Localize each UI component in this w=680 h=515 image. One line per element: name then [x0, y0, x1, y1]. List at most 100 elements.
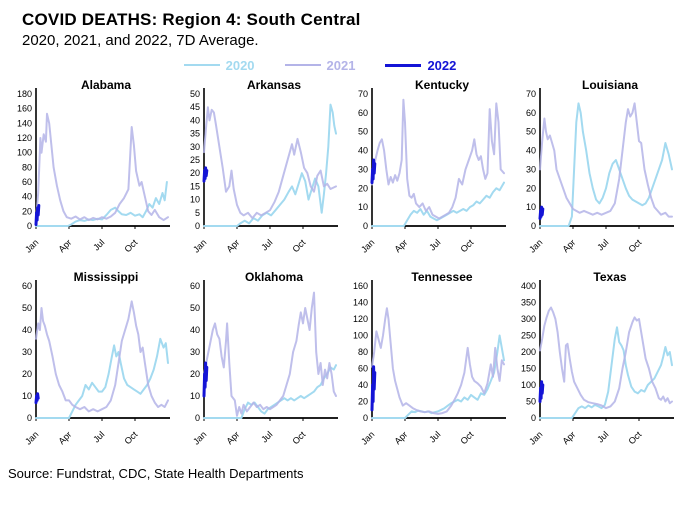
x-axis-tick-label: Jan — [191, 429, 208, 446]
x-axis-tick-label: Jan — [359, 429, 376, 446]
x-axis-tick-label: Oct — [122, 429, 139, 446]
y-axis-tick-label: 60 — [22, 177, 32, 187]
legend-item-2021: 2021 — [284, 58, 355, 73]
y-axis-tick-label: 50 — [190, 89, 200, 99]
chart-title: Kentucky — [415, 78, 469, 92]
y-axis-tick-label: 10 — [358, 202, 368, 212]
legend-line-icon — [284, 64, 321, 66]
series-line-2020 — [35, 181, 168, 227]
chart-alabama: Alabama 0 20 40 60 80 100 120 140 160 180 Jan Apr Jul… — [6, 78, 174, 270]
legend-line-icon — [183, 64, 220, 66]
legend-item-2020: 2020 — [183, 57, 255, 73]
chart-mississippi: Mississippi 0 10 20 30 40 50 60 Jan Apr Jul Oct — [6, 270, 174, 462]
y-axis-tick-label: 50 — [358, 127, 368, 137]
y-axis-tick-label: 30 — [358, 164, 368, 174]
y-axis-tick-label: 70 — [526, 89, 536, 99]
chart-oklahoma: Oklahoma 0 10 20 30 40 50 60 Jan Apr Jul Oct — [174, 270, 342, 462]
series-line-2021 — [35, 300, 169, 413]
y-axis-tick-label: 60 — [190, 281, 200, 291]
series-line-2020 — [539, 326, 673, 419]
legend-label: 2022 — [427, 57, 457, 73]
x-axis-tick-label: Jan — [23, 429, 40, 446]
y-axis-tick-label: 0 — [363, 221, 368, 231]
series-line-2020 — [539, 102, 673, 227]
series-line-2022 — [370, 158, 377, 185]
x-axis-tick-label: Jul — [91, 429, 106, 444]
x-axis-tick-label: Jan — [191, 237, 208, 254]
y-axis-tick-label: 10 — [526, 202, 536, 212]
legend-item-2022: 2022 — [385, 58, 456, 73]
y-axis-tick-label: 20 — [22, 369, 32, 379]
y-axis-tick-label: 0 — [531, 221, 536, 231]
y-axis-tick-label: 60 — [22, 281, 32, 291]
x-axis-tick-label: Oct — [626, 237, 643, 254]
y-axis-tick-label: 30 — [190, 142, 200, 152]
x-axis-tick-label: Apr — [224, 237, 241, 254]
chart-title: Mississippi — [74, 270, 139, 284]
y-axis-tick-label: 120 — [17, 133, 32, 143]
x-axis-tick-label: Apr — [56, 429, 73, 446]
series-line-2022 — [34, 204, 41, 226]
y-axis-tick-label: 140 — [17, 118, 32, 128]
x-axis-tick-label: Apr — [392, 237, 409, 254]
y-axis-tick-label: 40 — [22, 192, 32, 202]
series-line-2022 — [538, 380, 545, 403]
y-axis-tick-label: 40 — [526, 146, 536, 156]
y-axis-tick-label: 300 — [521, 314, 536, 324]
y-axis-tick-label: 160 — [17, 104, 32, 114]
x-axis-tick-label: Apr — [560, 429, 577, 446]
legend-label: 2020 — [225, 57, 255, 73]
y-axis-tick-label: 10 — [22, 391, 32, 401]
x-axis-tick-label: Jan — [527, 429, 544, 446]
y-axis-tick-label: 10 — [190, 195, 200, 205]
chart-texas: Texas 0 50 100 150 200 250 300 350 400 Jan Apr Jul Oc… — [510, 270, 678, 462]
y-axis-tick-label: 40 — [22, 325, 32, 335]
legend-line-icon — [385, 63, 422, 67]
y-axis-tick-label: 0 — [27, 221, 32, 231]
x-axis-tick-label: Apr — [224, 429, 241, 446]
series-line-2020 — [35, 337, 169, 419]
x-axis-tick-label: Oct — [458, 237, 475, 254]
y-axis-tick-label: 120 — [353, 314, 368, 324]
x-axis-tick-label: Apr — [392, 429, 409, 446]
y-axis-tick-label: 0 — [195, 413, 200, 423]
y-axis-tick-label: 60 — [358, 364, 368, 374]
y-axis-tick-label: 20 — [22, 206, 32, 216]
y-axis-tick-label: 160 — [353, 281, 368, 291]
chart-arkansas: Arkansas 0 5 10 15 20 25 30 35 40 45 50 Jan Apr Jul Oct — [174, 78, 342, 270]
y-axis-tick-label: 60 — [358, 108, 368, 118]
y-axis-tick-label: 40 — [190, 115, 200, 125]
chart-tennessee: Tennessee 0 20 40 60 80 100 120 140 160 Jan Apr Jul O… — [342, 270, 510, 462]
series-line-2021 — [35, 112, 169, 222]
x-axis-tick-label: Jul — [91, 237, 106, 252]
series-line-2020 — [203, 103, 337, 227]
y-axis-tick-label: 15 — [190, 181, 200, 191]
y-axis-tick-label: 40 — [190, 325, 200, 335]
y-axis-tick-label: 30 — [190, 347, 200, 357]
x-axis-tick-label: Oct — [458, 429, 475, 446]
x-axis-tick-label: Jan — [359, 237, 376, 254]
series-line-2021 — [371, 307, 505, 415]
series-line-2020 — [371, 181, 505, 227]
x-axis-tick-label: Jul — [259, 237, 274, 252]
y-axis-tick-label: 140 — [353, 298, 368, 308]
x-axis-tick-label: Apr — [56, 237, 73, 254]
y-axis-tick-label: 50 — [22, 303, 32, 313]
y-axis-tick-label: 30 — [22, 347, 32, 357]
y-axis-tick-label: 0 — [531, 413, 536, 423]
series-line-2021 — [203, 106, 337, 220]
series-line-2021 — [203, 291, 337, 417]
series-line-2021 — [371, 98, 505, 220]
y-axis-tick-label: 40 — [358, 380, 368, 390]
x-axis-tick-label: Jul — [427, 429, 442, 444]
legend: 2020 2021 2022 — [0, 54, 640, 76]
y-axis-tick-label: 100 — [353, 331, 368, 341]
x-axis-tick-label: Oct — [122, 237, 139, 254]
chart-louisiana: Louisiana 0 10 20 30 40 50 60 70 Jan Apr Jul Oct — [510, 78, 678, 270]
y-axis-tick-label: 250 — [521, 331, 536, 341]
x-axis-tick-label: Apr — [560, 237, 577, 254]
chart-kentucky: Kentucky 0 10 20 30 40 50 60 70 Jan Apr Jul Oct — [342, 78, 510, 270]
y-axis-tick-label: 80 — [358, 347, 368, 357]
y-axis-tick-label: 35 — [190, 129, 200, 139]
y-axis-tick-label: 150 — [521, 364, 536, 374]
